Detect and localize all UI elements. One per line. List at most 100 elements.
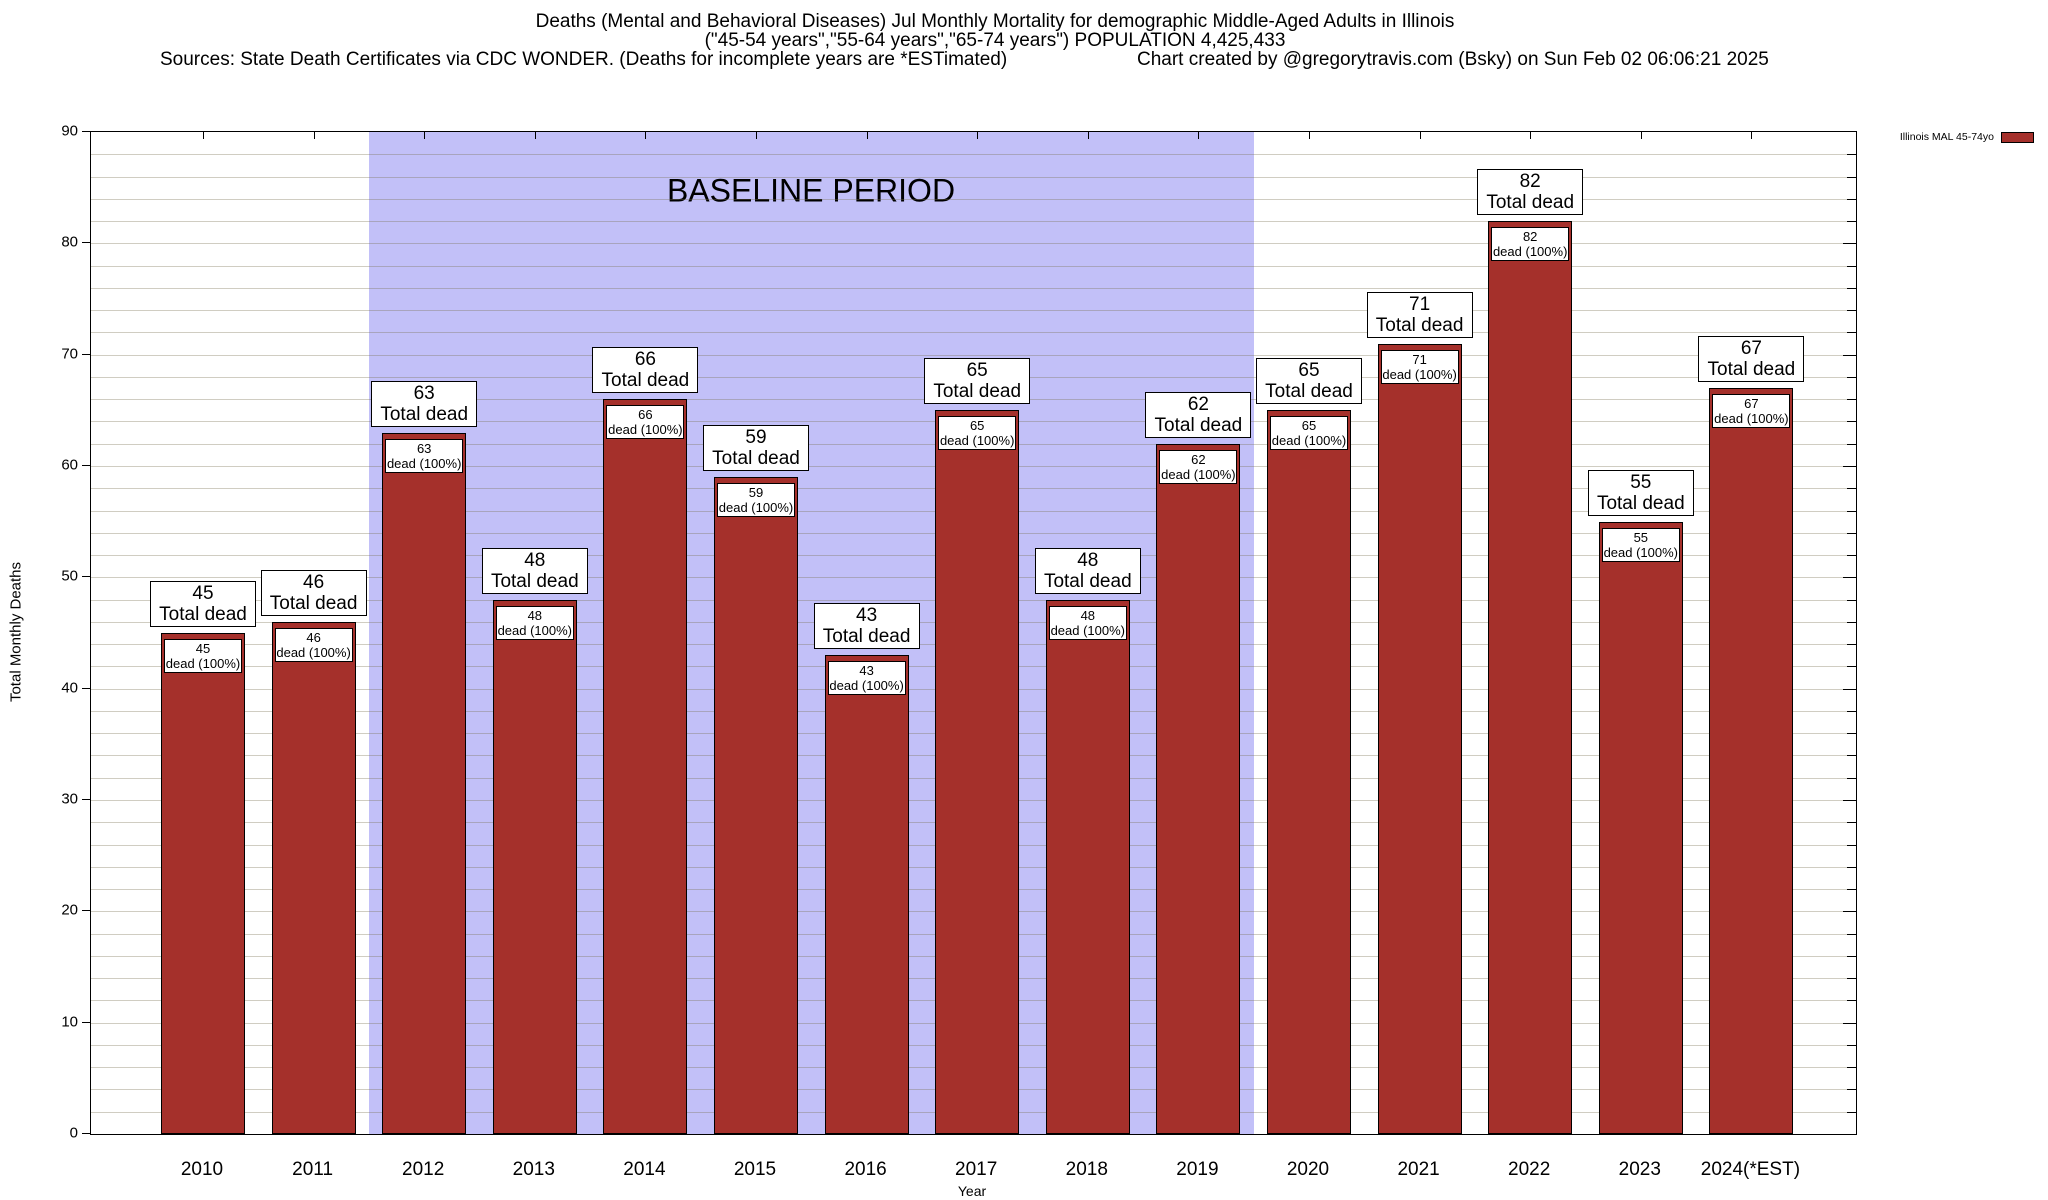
bar-dead-count-box: 65 dead (100%) (1270, 416, 1348, 451)
top-axis-tick (756, 132, 757, 139)
x-tick-label-2014: 2014 (623, 1159, 666, 1180)
bar-dead-count-box: 48 dead (100%) (495, 605, 574, 640)
bar-2014: 66 dead (100%) (603, 399, 688, 1134)
x-tick-label-2010: 2010 (180, 1159, 224, 1180)
right-axis-tick (1847, 889, 1856, 891)
bar-dead-count-value: 62 (1191, 451, 1206, 467)
x-tick-label-2018: 2018 (1065, 1159, 1108, 1180)
bar-total-dead-suffix: Total dead (822, 626, 911, 648)
top-axis-tick (1419, 132, 1421, 139)
legend-swatch-icon (2001, 131, 2034, 143)
x-tick-label-2020: 2020 (1286, 1159, 1330, 1180)
right-axis-tick (1847, 510, 1856, 512)
bar-total-dead-value: 67 (1740, 338, 1762, 360)
bar-total-dead-suffix: Total dead (1154, 414, 1243, 436)
gridline (91, 287, 1856, 289)
bar-2022: 82 dead (100%) (1488, 221, 1573, 1134)
right-axis-tick (1843, 1022, 1856, 1024)
top-axis-tick (645, 132, 647, 139)
right-axis-tick (1847, 332, 1856, 334)
bar-dead-count-box: 48 dead (100%) (1048, 605, 1127, 640)
right-axis-tick (1847, 265, 1856, 267)
bar-total-dead-suffix: Total dead (1596, 492, 1685, 514)
y-tick-label: 60 (61, 456, 78, 474)
bar-dead-count-suffix: dead (100%) (1382, 366, 1457, 382)
baseline-period-label: BASELINE PERIOD (666, 172, 956, 209)
bar-total-dead-suffix: Total dead (1707, 359, 1796, 381)
bar-dead-count-box: 62 dead (100%) (1159, 449, 1238, 484)
right-axis-tick (1847, 933, 1856, 935)
gridline (91, 221, 1856, 223)
bar-dead-count-box: 66 dead (100%) (606, 405, 685, 440)
x-tick-label-2021: 2021 (1397, 1159, 1440, 1180)
right-axis-tick (1847, 1111, 1856, 1113)
bar-total-dead-suffix: Total dead (1375, 314, 1464, 336)
left-axis-tick (82, 910, 90, 912)
bar-2024(*EST): 67 dead (100%) (1709, 388, 1794, 1134)
bar-2012: 63 dead (100%) (382, 432, 467, 1134)
bar-total-dead-value: 65 (966, 360, 988, 382)
right-axis-tick (1847, 287, 1856, 289)
bar-total-dead-value: 71 (1409, 293, 1431, 315)
bar-2023: 55 dead (100%) (1598, 521, 1683, 1134)
y-tick-label: 20 (61, 901, 78, 919)
bar-total-dead-box: 67 Total dead (1698, 336, 1805, 383)
bar-total-dead-value: 48 (524, 549, 546, 571)
bar-total-dead-value: 48 (1077, 549, 1099, 571)
right-axis-tick (1847, 399, 1856, 401)
top-axis-tick (1087, 132, 1089, 139)
right-axis-tick (1847, 755, 1856, 757)
bar-total-dead-value: 65 (1298, 360, 1320, 382)
top-axis-tick (866, 132, 868, 139)
right-axis-tick (1847, 599, 1856, 601)
top-axis-tick (1640, 132, 1642, 139)
plot-area: BASELINE PERIOD 45 dead (100%) 45 Total dea… (90, 131, 1857, 1135)
right-axis-tick (1843, 911, 1856, 913)
bar-total-dead-box: 62 Total dead (1145, 391, 1252, 438)
bar-total-dead-box: 63 Total dead (371, 380, 478, 427)
x-tick-label-2023: 2023 (1618, 1159, 1661, 1180)
bar-dead-count-value: 63 (416, 440, 432, 456)
bar-dead-count-value: 55 (1633, 529, 1649, 545)
legend: Illinois MAL 45-74yo (1900, 131, 2034, 143)
bar-total-dead-box: 66 Total dead (592, 347, 699, 394)
top-axis-tick (203, 132, 204, 139)
bar-total-dead-value: 55 (1630, 471, 1652, 493)
chart-sources-note: Sources: State Death Certificates via CD… (160, 49, 1008, 70)
left-axis-tick (82, 465, 90, 466)
bar-dead-count-box: 55 dead (100%) (1601, 527, 1680, 562)
bar-total-dead-suffix: Total dead (1265, 381, 1353, 403)
left-axis-tick (82, 131, 90, 132)
bar-2015: 59 dead (100%) (714, 477, 798, 1134)
bar-total-dead-suffix: Total dead (1486, 192, 1575, 214)
bar-2016: 43 dead (100%) (824, 655, 909, 1134)
bar-total-dead-box: 43 Total dead (813, 603, 920, 650)
right-axis-tick (1847, 1000, 1856, 1002)
bar-dead-count-suffix: dead (100%) (1161, 466, 1236, 482)
top-axis-tick (1198, 132, 1200, 139)
bar-dead-count-suffix: dead (100%) (1714, 411, 1789, 427)
x-tick-label-2011: 2011 (292, 1159, 334, 1180)
bar-dead-count-value: 45 (195, 641, 211, 656)
left-axis-tick (82, 1021, 90, 1023)
y-tick-label: 30 (61, 790, 78, 808)
bar-dead-count-box: 43 dead (100%) (827, 661, 906, 696)
left-axis-tick (82, 576, 90, 578)
bar-total-dead-suffix: Total dead (933, 381, 1022, 403)
top-axis-tick (1530, 132, 1532, 139)
bar-dead-count-box: 65 dead (100%) (938, 416, 1017, 451)
bar-dead-count-suffix: dead (100%) (608, 422, 683, 438)
y-tick-label: 50 (61, 567, 78, 585)
bar-dead-count-value: 46 (306, 629, 321, 645)
bar-total-dead-value: 82 (1519, 171, 1541, 193)
right-axis-tick (1847, 532, 1856, 534)
bar-dead-count-box: 82 dead (100%) (1491, 227, 1570, 262)
gridline (91, 332, 1856, 334)
gridline (91, 310, 1856, 312)
right-axis-tick (1847, 154, 1856, 156)
bar-dead-count-suffix: dead (100%) (829, 678, 904, 694)
bar-dead-count-value: 66 (638, 407, 653, 423)
right-axis-tick (1847, 443, 1856, 445)
bar-dead-count-suffix: dead (100%) (276, 644, 351, 660)
right-axis-tick (1847, 666, 1856, 668)
